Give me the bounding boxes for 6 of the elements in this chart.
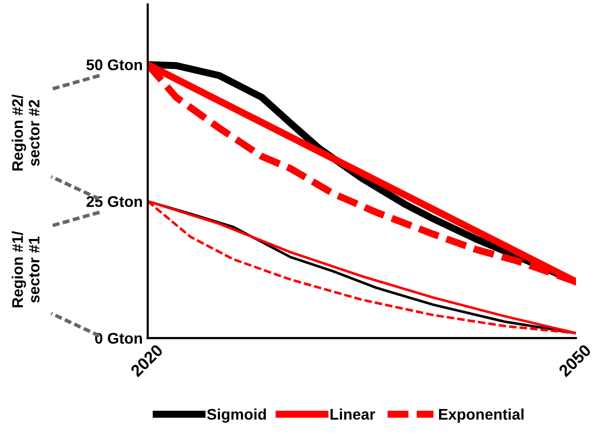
legend-label: Linear bbox=[330, 408, 376, 420]
legend-label: Exponential bbox=[439, 408, 524, 423]
legend-label: Sigmoid bbox=[207, 408, 266, 423]
text: Region #2/ sector #2 bbox=[12, 94, 40, 171]
text: Region #1/ sector #1 bbox=[12, 231, 40, 308]
y-tick-label: 50 Gton bbox=[86, 59, 142, 70]
